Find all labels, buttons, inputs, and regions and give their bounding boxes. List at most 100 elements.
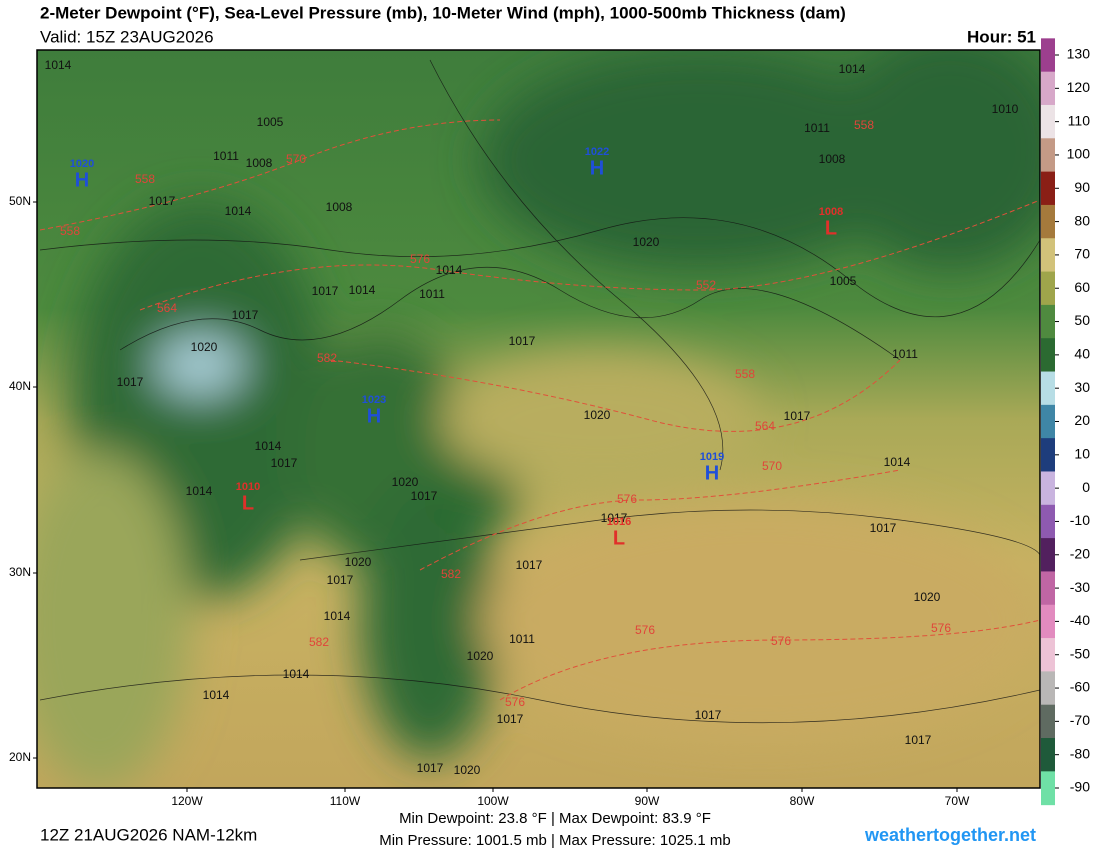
colorbar-swatch bbox=[1041, 704, 1055, 739]
colorbar-label: -30 bbox=[1070, 579, 1090, 595]
thickness-label: 558 bbox=[60, 224, 80, 238]
colorbar-label: 20 bbox=[1074, 412, 1090, 428]
colorbar-label: -80 bbox=[1070, 745, 1090, 761]
colorbar-swatch bbox=[1041, 738, 1055, 772]
colorbar-swatch bbox=[1041, 504, 1055, 539]
thickness-label: 558 bbox=[854, 118, 874, 132]
colorbar-swatch bbox=[1041, 171, 1055, 206]
labels: 1014 1005 1011 1008 1017 1014 1008 1014 1010 1011… bbox=[9, 38, 1090, 808]
thickness-label: 582 bbox=[309, 635, 329, 649]
colorbar-swatch bbox=[1041, 38, 1055, 73]
isobar-label: 1017 bbox=[497, 712, 524, 726]
isobar-label: 1017 bbox=[117, 375, 144, 389]
isobar-label: 1017 bbox=[271, 456, 298, 470]
map-frame bbox=[36, 49, 1041, 789]
colorbar-swatch bbox=[1041, 104, 1055, 139]
longitude-label: 90W bbox=[635, 794, 660, 808]
isobar-label: 1011 bbox=[509, 632, 535, 646]
isobar-label: 1020 bbox=[584, 408, 611, 422]
longitude-label: 110W bbox=[330, 794, 361, 808]
thickness-label: 558 bbox=[735, 367, 755, 381]
colorbar-label: 90 bbox=[1074, 179, 1090, 195]
isobar-label: 1010 bbox=[992, 102, 1019, 116]
isobar-label: 1020 bbox=[392, 475, 419, 489]
pressure-center-letter: H bbox=[590, 157, 604, 179]
colorbar-swatch bbox=[1041, 571, 1055, 606]
colorbar-swatch bbox=[1041, 338, 1055, 373]
colorbar-swatch bbox=[1041, 271, 1055, 306]
isobar-label: 1014 bbox=[225, 204, 252, 218]
isobar-label: 1011 bbox=[804, 121, 830, 135]
pressure-center-value: 1016 bbox=[607, 516, 631, 528]
thickness-label: 564 bbox=[755, 419, 775, 433]
colorbar-label: -40 bbox=[1070, 612, 1090, 628]
isobar-label: 1017 bbox=[601, 511, 628, 525]
colorbar-label: -90 bbox=[1070, 779, 1090, 795]
thickness-label: 564 bbox=[157, 301, 177, 315]
model-run: 12Z 21AUG2026 NAM-12km bbox=[40, 825, 257, 844]
colorbar-swatch bbox=[1041, 138, 1055, 173]
colorbar-label: 40 bbox=[1074, 346, 1090, 362]
isobar-label: 1011 bbox=[892, 347, 918, 361]
dewpoint-stats: Min Dewpoint: 23.8 °F | Max Dewpoint: 83… bbox=[399, 810, 711, 827]
thickness-label: 570 bbox=[286, 152, 306, 166]
thickness-label: 582 bbox=[317, 351, 337, 365]
colorbar-label: 60 bbox=[1074, 279, 1090, 295]
thickness-label: 576 bbox=[617, 492, 637, 506]
isobar-label: 1011 bbox=[419, 287, 445, 301]
thickness-label: 570 bbox=[762, 459, 782, 473]
colorbar-label: 110 bbox=[1068, 112, 1091, 128]
pressure-center-value: 1020 bbox=[70, 158, 94, 170]
colorbar-swatch bbox=[1041, 71, 1055, 106]
isobar-label: 1017 bbox=[905, 733, 932, 747]
colorbar-label: -50 bbox=[1070, 645, 1090, 661]
colorbar-label: 100 bbox=[1067, 146, 1091, 162]
isobar-label: 1014 bbox=[186, 484, 213, 498]
isobar-label: 1008 bbox=[819, 152, 846, 166]
pressure-center-value: 1023 bbox=[362, 394, 386, 406]
longitude-label: 100W bbox=[477, 794, 509, 808]
title: 2-Meter Dewpoint (°F), Sea-Level Pressur… bbox=[40, 3, 846, 22]
pressure-center-letter: L bbox=[825, 217, 837, 239]
colorbar-swatch bbox=[1041, 538, 1055, 572]
thickness-label: 576 bbox=[410, 252, 430, 266]
isobar-label: 1017 bbox=[417, 761, 444, 775]
isobar-label: 1005 bbox=[830, 274, 857, 288]
isobar-label: 1020 bbox=[914, 590, 941, 604]
isobar-label: 1020 bbox=[345, 555, 372, 569]
pressure-stats: Min Pressure: 1001.5 mb | Max Pressure: … bbox=[379, 832, 731, 849]
colorbar-swatch bbox=[1041, 671, 1055, 706]
pressure-center-letter: L bbox=[613, 527, 625, 549]
colorbar-swatch bbox=[1041, 438, 1055, 472]
isobar-label: 1017 bbox=[232, 308, 259, 322]
longitude-label: 80W bbox=[790, 794, 815, 808]
isobar-label: 1014 bbox=[436, 263, 463, 277]
colorbar-swatch bbox=[1041, 471, 1055, 506]
isobar-label: 1014 bbox=[349, 283, 376, 297]
isobar-label: 1017 bbox=[784, 409, 811, 423]
colorbar-label: 50 bbox=[1074, 312, 1090, 328]
thickness-label: 576 bbox=[635, 623, 655, 637]
isobar-label: 1017 bbox=[312, 284, 339, 298]
longitude-label: 120W bbox=[171, 794, 203, 808]
isobar-label: 1020 bbox=[191, 340, 218, 354]
thickness-label: 558 bbox=[135, 172, 155, 186]
colorbar-label: -20 bbox=[1070, 545, 1090, 561]
isobar-label: 1008 bbox=[246, 156, 273, 170]
isobar-label: 1020 bbox=[454, 763, 481, 777]
colorbar-swatch bbox=[1041, 771, 1055, 806]
latitude-label: 30N bbox=[9, 565, 31, 579]
colorbar-label: 120 bbox=[1067, 79, 1091, 95]
colorbar-label: 70 bbox=[1074, 246, 1090, 262]
colorbar-swatch bbox=[1041, 638, 1055, 672]
colorbar-label: -70 bbox=[1070, 712, 1090, 728]
site-link[interactable]: weathertogether.net bbox=[864, 825, 1036, 845]
longitude-label: 70W bbox=[945, 794, 970, 808]
pressure-center-value: 1008 bbox=[819, 206, 843, 218]
latitude-label: 40N bbox=[9, 379, 31, 393]
colorbar-swatch bbox=[1041, 304, 1055, 339]
colorbar-swatch bbox=[1041, 404, 1055, 439]
forecast-hour: Hour: 51 bbox=[967, 27, 1036, 46]
